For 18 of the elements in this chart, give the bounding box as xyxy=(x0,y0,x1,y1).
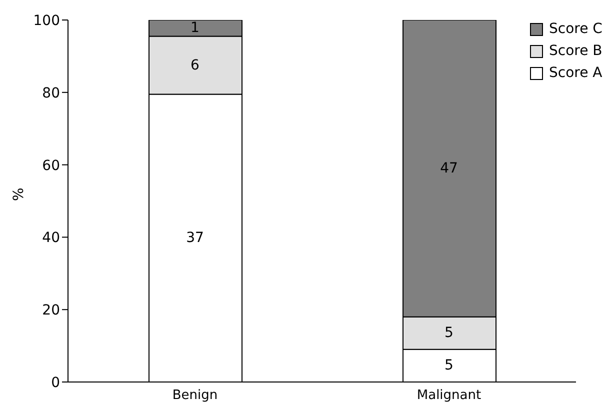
y-tick-label: 20 xyxy=(42,302,60,319)
annotation: 6 xyxy=(190,57,200,74)
annotation: 1 xyxy=(190,20,200,36)
y-tick-label: 0 xyxy=(51,374,60,391)
annotation: 47 xyxy=(440,160,458,176)
annotation: 37 xyxy=(186,230,204,246)
x-tick-label: Benign xyxy=(172,388,218,404)
y-tick-label: 40 xyxy=(42,230,60,246)
y-tick-label: 60 xyxy=(42,158,60,174)
x-tick-label: Malignant xyxy=(416,388,482,404)
annotation: 5 xyxy=(444,325,454,342)
legend-label: Score B xyxy=(549,42,602,61)
legend-label: Score A xyxy=(549,64,602,83)
y-tick-label: 100 xyxy=(33,12,60,29)
annotation: 5 xyxy=(444,358,454,374)
legend-label: Score C xyxy=(549,20,602,39)
y-tick-label: 80 xyxy=(42,85,60,102)
y-axis-title: % xyxy=(10,188,27,201)
